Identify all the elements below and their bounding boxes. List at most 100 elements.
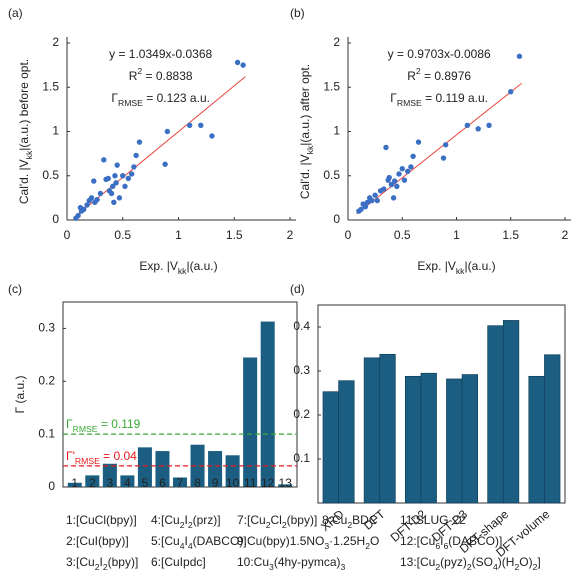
- annotation: ΓRMSE = 0.123 a.u.: [111, 91, 210, 108]
- point: [94, 196, 100, 203]
- point: [234, 59, 241, 66]
- subscript: 3: [269, 562, 274, 572]
- bar: [420, 372, 437, 504]
- key-entry: 10:Cu3(4hy-pymca)3: [237, 555, 346, 572]
- point: [114, 162, 120, 168]
- text-run: R: [407, 69, 416, 83]
- point: [383, 144, 389, 151]
- point: [122, 183, 128, 190]
- x-tick-label: 11: [244, 476, 257, 490]
- text-run: 11:SLUG-22: [400, 513, 466, 527]
- x-tick-label: 1.5: [502, 228, 519, 242]
- y-axis-label: Cal'd. |Vkk|(a.u.) before opt.: [17, 59, 34, 204]
- point: [464, 122, 471, 129]
- point: [372, 192, 378, 198]
- y-tick-label: 0: [48, 479, 55, 493]
- y-tick-label: 0.3: [38, 321, 55, 335]
- bar: [461, 374, 479, 504]
- subscript: RMSE: [397, 98, 422, 108]
- subscript: 2: [347, 520, 352, 530]
- subscript: 2: [467, 562, 472, 572]
- fit-line: [356, 82, 522, 215]
- bar: [487, 325, 504, 504]
- point: [112, 173, 118, 179]
- x-tick-label: 0.5: [114, 228, 131, 242]
- bar: [85, 475, 100, 487]
- x-tick-label: 0: [345, 228, 352, 242]
- point: [88, 195, 95, 201]
- y-axis-label: Γ (a.u.): [13, 376, 27, 414]
- subscript: RMSE: [118, 98, 143, 108]
- subscript: 2: [435, 562, 440, 572]
- subscript: 4: [493, 562, 498, 572]
- point: [442, 142, 449, 148]
- text-run: 7:[Cu: [237, 513, 266, 527]
- bar: [102, 463, 117, 487]
- bar: [363, 357, 381, 504]
- text-run: y = 0.9703x-0.0086: [388, 47, 491, 61]
- point: [475, 126, 481, 132]
- point: [362, 204, 369, 210]
- key-entry: 2:[CuI(bpy)]: [66, 534, 129, 548]
- y-tick-label: 0.1: [38, 426, 55, 440]
- point: [186, 122, 193, 129]
- panel-label: (b): [290, 6, 305, 20]
- text-run: (pyz): [440, 555, 467, 569]
- text-run: Γ: [66, 417, 73, 431]
- point: [97, 190, 104, 197]
- point: [486, 122, 492, 129]
- point: [410, 153, 416, 159]
- point: [113, 180, 119, 186]
- key-entry: 6:[CuIpdc]: [151, 555, 206, 569]
- subscript: 4: [180, 541, 185, 551]
- point: [391, 178, 398, 184]
- x-axis-label: Exp. |Vkk|(a.u.): [139, 259, 217, 276]
- point: [209, 133, 215, 139]
- key-entry: 5:[Cu4I4(DABCO)]: [151, 534, 247, 551]
- x-axis-label: Exp. |Vkk|(a.u.): [417, 259, 495, 276]
- subscript: 4: [188, 541, 193, 551]
- point: [394, 183, 400, 190]
- point: [164, 128, 171, 135]
- text-run: 5:[Cu: [151, 534, 180, 548]
- point: [75, 212, 81, 219]
- text-run: )(H: [498, 555, 515, 569]
- text-run: 8:Cu: [322, 513, 347, 527]
- text-run: 9:Cu(bpy)1.5NO: [237, 534, 324, 548]
- point: [399, 165, 405, 172]
- subscript: 2: [188, 520, 193, 530]
- text-run: O): [519, 555, 532, 569]
- y-tick-label: 0.1: [293, 451, 310, 465]
- point: [508, 88, 514, 95]
- subscript: 2: [180, 520, 185, 530]
- point: [131, 164, 137, 170]
- text-run: ·1.25H: [329, 534, 365, 548]
- bar: [379, 353, 396, 504]
- reference-label: ΓRMSE = 0.119: [66, 417, 141, 434]
- point: [128, 171, 135, 177]
- point: [516, 53, 523, 59]
- text-run: (SO: [472, 555, 493, 569]
- y-tick-label: 1: [52, 124, 59, 138]
- x-tick-label: 13: [279, 476, 293, 490]
- text-run: (bpy)]: [287, 513, 318, 527]
- text-run: = 0.04: [100, 449, 137, 463]
- text-run: 3:[Cu: [66, 555, 95, 569]
- bar: [502, 320, 520, 504]
- bar: [528, 375, 545, 504]
- x-tick-label: 2: [89, 476, 96, 490]
- y-axis-label: Cal'd. |Vkk|(a.u.) after opt.: [298, 64, 315, 199]
- text-run: (bpy)]: [108, 555, 139, 569]
- point: [110, 183, 116, 190]
- point: [358, 206, 364, 213]
- text-run: R: [129, 69, 138, 83]
- text-run: 6:[CuIpdc]: [151, 555, 206, 569]
- point: [162, 161, 168, 167]
- text-run: = 0.123 a.u.: [143, 91, 210, 105]
- point: [101, 157, 107, 163]
- point: [84, 202, 90, 208]
- y-tick-label: 0: [52, 212, 59, 226]
- subscript: RMSE: [73, 424, 98, 434]
- text-run: Γ (a.u.): [13, 376, 27, 414]
- subscript: 3: [324, 541, 329, 551]
